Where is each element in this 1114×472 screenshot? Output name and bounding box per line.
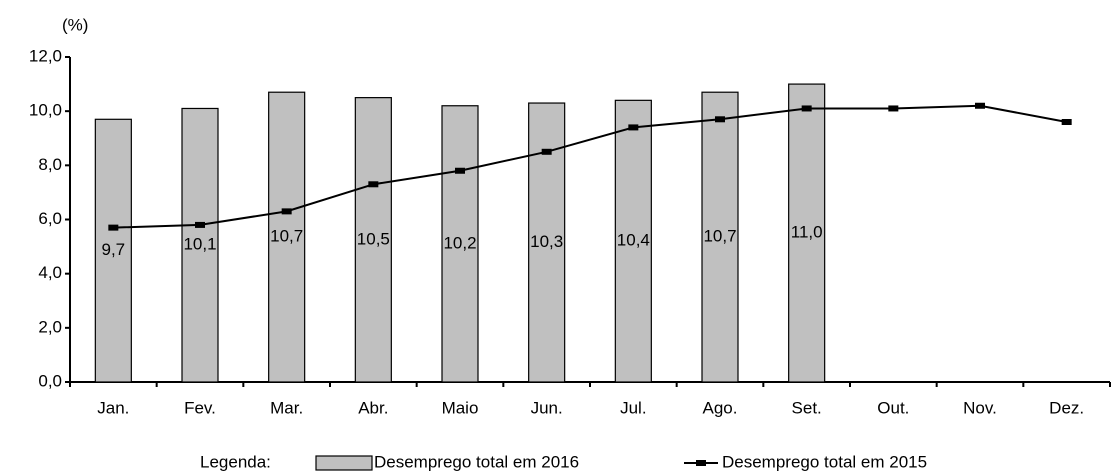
x-tick-label: Jan. [97, 398, 129, 417]
line-marker [888, 105, 899, 112]
y-tick-label: 0,0 [38, 371, 62, 390]
bar [94, 118, 132, 383]
bar [441, 105, 479, 383]
y-tick-label: 10,0 [29, 101, 62, 120]
x-tick-label: Set. [792, 398, 822, 417]
data-label: 11,0 [791, 223, 823, 242]
line-marker [801, 105, 812, 112]
line-marker [368, 181, 379, 188]
x-tick-label: Maio [442, 398, 479, 417]
legend-swatch [315, 455, 373, 471]
x-tick-label: Mar. [270, 398, 303, 417]
bar [354, 97, 392, 383]
line-marker [1061, 119, 1072, 125]
y-tick-label: 4,0 [38, 263, 62, 282]
y-tick-label: 8,0 [38, 155, 62, 174]
x-tick-label: Jul. [620, 398, 646, 417]
x-tick-label: Out. [877, 398, 909, 417]
legend-label: Desemprego total em 2016 [374, 452, 579, 471]
x-tick-label: Dez. [1049, 398, 1084, 417]
line-marker [281, 208, 292, 215]
data-label: 10,1 [183, 235, 216, 254]
legend-title: Legenda: [200, 452, 271, 471]
y-tick-label: 2,0 [38, 317, 62, 336]
x-tick-label: Nov. [963, 398, 997, 417]
x-tick-label: Ago. [703, 398, 738, 417]
data-label: 10,5 [357, 229, 390, 248]
data-label: 10,3 [530, 232, 563, 251]
bar [788, 83, 826, 383]
line-marker [108, 224, 119, 231]
x-tick-label: Fev. [184, 398, 216, 417]
bar [268, 91, 306, 383]
line-marker [195, 221, 205, 228]
legend-swatch [696, 460, 706, 466]
legend-label: Desemprego total em 2015 [722, 452, 927, 471]
bar [701, 91, 739, 383]
bar [614, 99, 652, 383]
line-marker [715, 116, 725, 123]
line [113, 104, 1067, 229]
x-tick-label: Abr. [358, 398, 388, 417]
x-tick-label: Jun. [531, 398, 563, 417]
unit-label: (%) [62, 15, 88, 34]
line-marker [455, 167, 465, 174]
line-marker [628, 124, 639, 131]
line-marker [975, 102, 985, 109]
y-tick-label: 12,0 [29, 46, 62, 65]
y-tick-label: 6,0 [38, 209, 62, 228]
data-label: 10,7 [703, 227, 736, 246]
data-label: 10,7 [270, 227, 303, 246]
data-label: 9,7 [102, 240, 126, 259]
line-marker [541, 148, 552, 155]
data-label: 10,2 [443, 233, 476, 252]
bar [181, 107, 219, 383]
data-label: 10,4 [617, 231, 650, 250]
